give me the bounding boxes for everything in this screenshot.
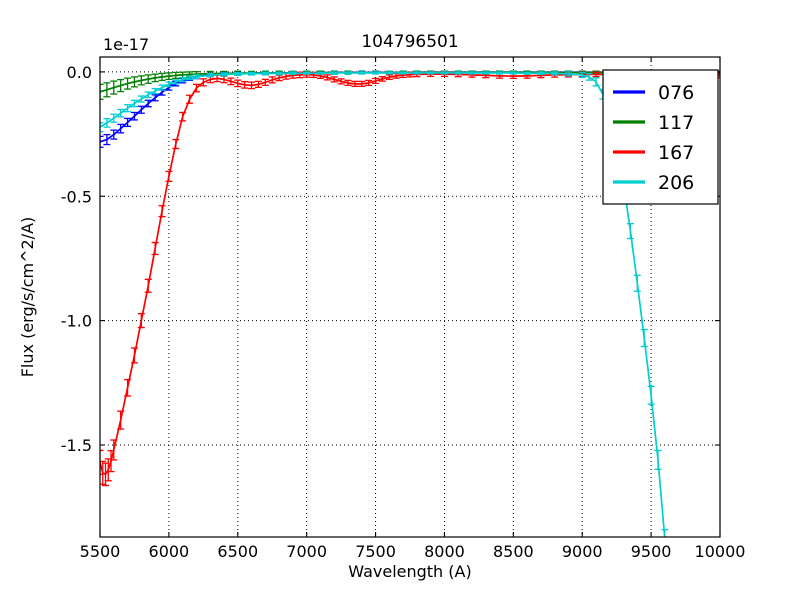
axes-frame [99,56,721,538]
x-tick-label: 9500 [631,542,672,561]
y-tick-labels: 0.0 -0.5 -1.0 -1.5 [61,63,92,455]
chart-title: 104796501 [361,32,458,52]
chart-legend[interactable]: 076 117 167 206 [602,69,719,205]
y-tick-label: -0.5 [61,187,92,206]
legend-item-117[interactable]: 117 [613,112,694,134]
y-axis-label: Flux (erg/s/cm^2/A) [18,217,37,378]
legend-label-117: 117 [658,112,694,134]
legend-label-076: 076 [658,82,694,104]
legend-item-167[interactable]: 167 [613,142,694,164]
x-tick-label: 7500 [355,542,396,561]
legend-label-167: 167 [658,142,694,164]
y-tick-label: -1.5 [61,436,92,455]
legend-label-206: 206 [658,172,694,194]
x-tick-label: 8000 [424,542,465,561]
data-series-layer [100,70,720,537]
x-axis-label: Wavelength (A) [348,562,471,581]
y-tick-label: -1.0 [61,312,92,331]
x-tick-label: 7000 [286,542,327,561]
legend-item-076[interactable]: 076 [613,82,694,104]
errorbars-206 [100,71,669,537]
x-tick-label: 8500 [493,542,534,561]
x-tick-label: 10000 [695,542,746,561]
x-tick-label: 9000 [562,542,603,561]
x-tick-label: 5500 [80,542,121,561]
legend-item-206[interactable]: 206 [613,172,694,194]
x-tick-label: 6500 [217,542,258,561]
y-tick-label: 0.0 [67,63,92,82]
x-tick-label: 6000 [149,542,190,561]
x-tick-labels: 5500 6000 6500 7000 7500 8000 8500 9000 9500 1000… [80,542,746,561]
y-axis-offset-label: 1e-17 [103,35,149,54]
